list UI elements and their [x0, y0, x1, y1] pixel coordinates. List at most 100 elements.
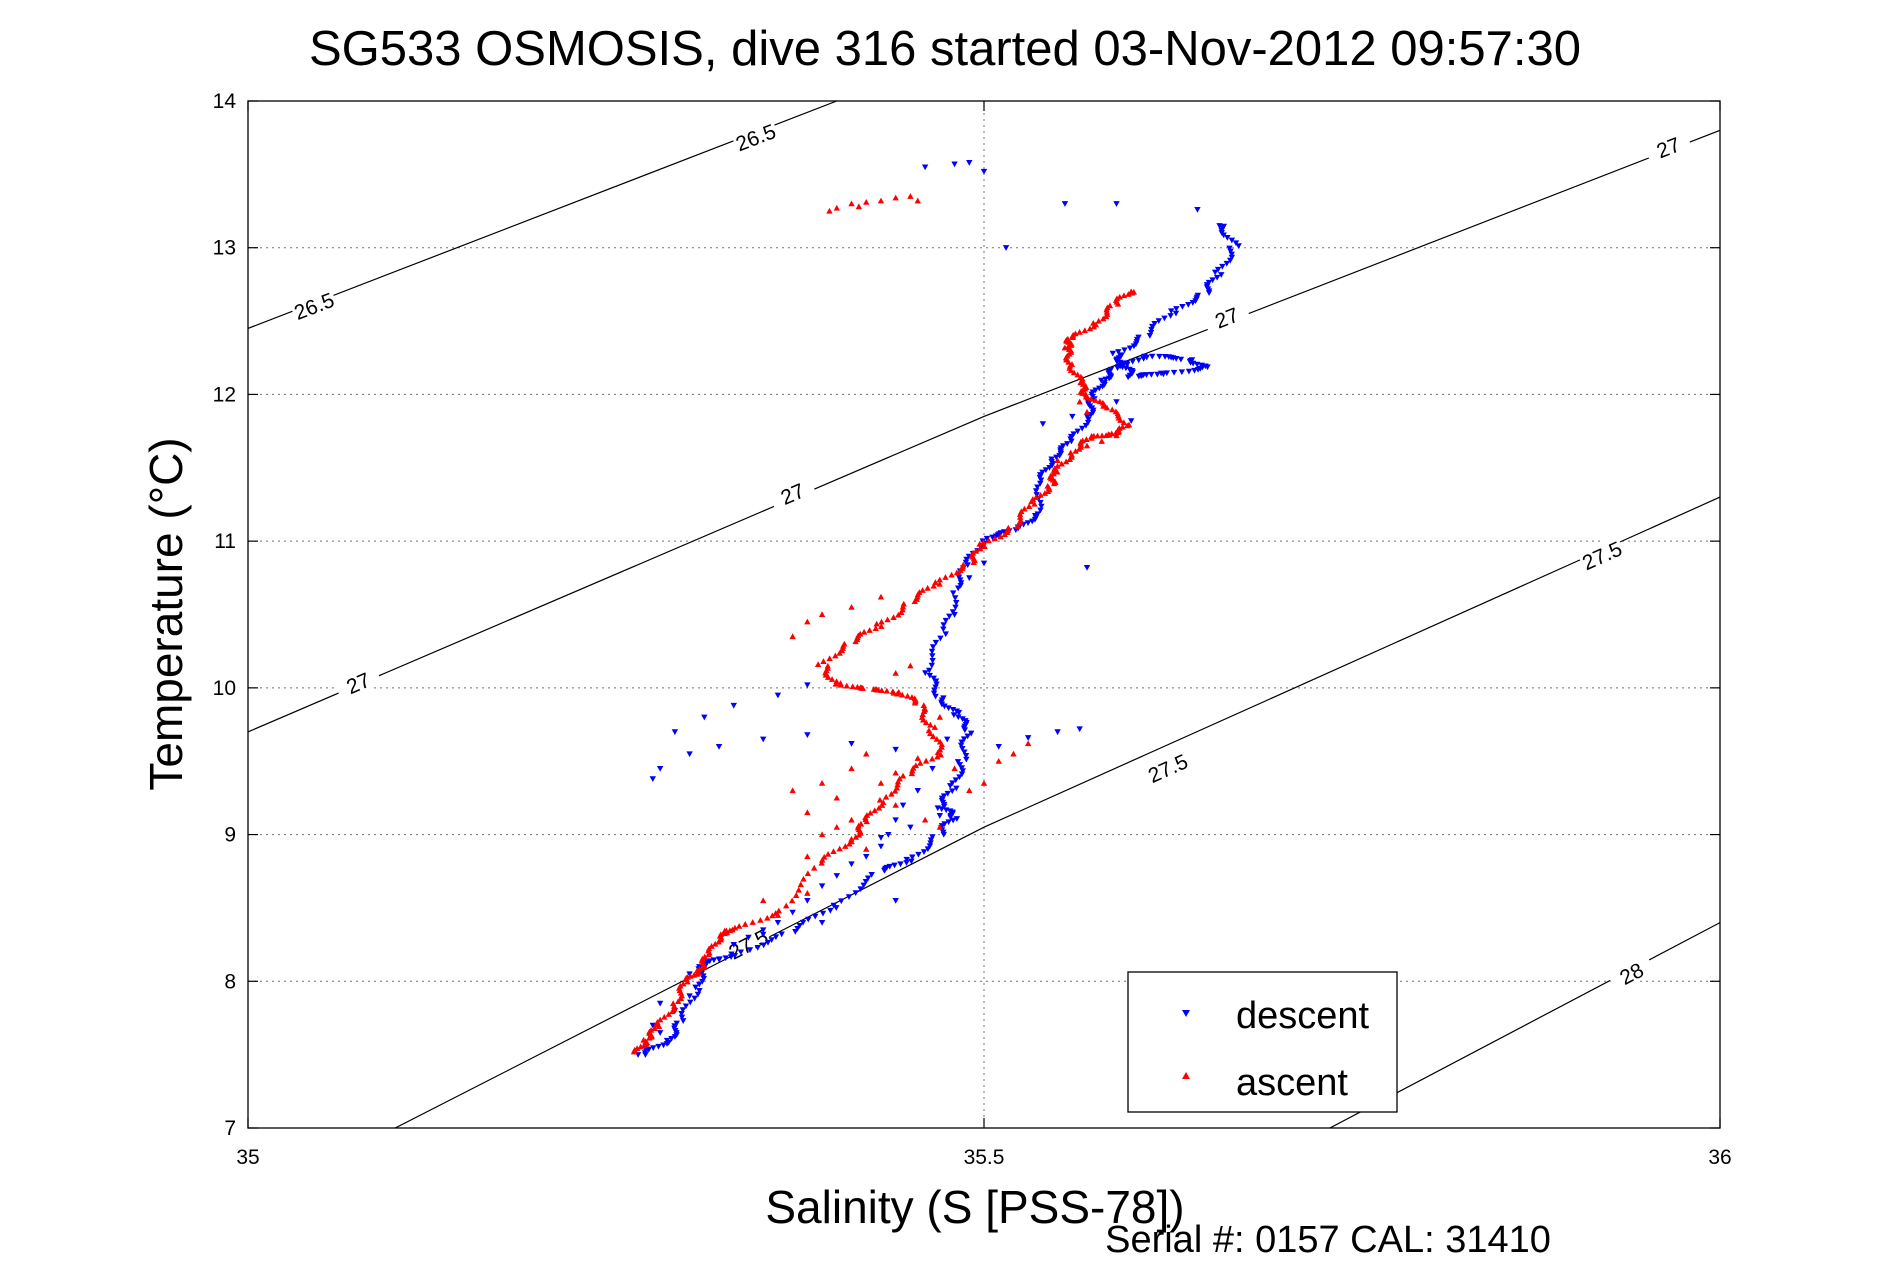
ascent-point: [863, 812, 871, 818]
descent-point: [958, 771, 966, 778]
ascent-point: [824, 662, 832, 669]
ascent-point: [837, 680, 844, 686]
ascent-point: [995, 758, 1002, 764]
ascent-point: [877, 593, 885, 600]
descent-point: [700, 976, 708, 982]
contour-label-bg: [767, 473, 817, 512]
descent-point: [1070, 431, 1077, 438]
descent-point: [1120, 360, 1128, 367]
descent-point: [929, 834, 936, 841]
descent-point: [929, 657, 936, 664]
ascent-point: [1086, 325, 1094, 332]
ascent-point: [860, 628, 868, 635]
descent-point: [1102, 376, 1109, 383]
descent-point: [799, 919, 807, 926]
descent-point: [827, 907, 834, 914]
ascent-point: [932, 579, 939, 586]
descent-point: [940, 695, 947, 702]
descent-point: [915, 851, 922, 858]
ascent-point: [735, 922, 743, 929]
descent-point: [1092, 387, 1099, 394]
legend-marker-descent: [1182, 1010, 1190, 1017]
descent-point: [696, 981, 703, 988]
descent-point: [892, 898, 899, 904]
ascent-point: [1072, 447, 1079, 454]
ascent-point: [828, 676, 836, 682]
ascent-point: [1014, 523, 1021, 529]
descent-point: [1113, 399, 1120, 405]
ascent-point: [876, 796, 884, 803]
descent-point: [955, 574, 963, 581]
ascent-point: [1037, 492, 1044, 498]
descent-point: [953, 785, 960, 792]
ascent-point: [1062, 458, 1070, 465]
descent-point: [1211, 269, 1219, 276]
ascent-point: [936, 580, 943, 587]
descent-point: [1172, 355, 1180, 362]
ascent-point: [1076, 328, 1083, 335]
descent-point: [927, 840, 934, 847]
descent-point: [1037, 499, 1044, 506]
descent-point: [1084, 414, 1091, 421]
ascent-point: [980, 780, 988, 786]
ascent-point: [981, 543, 988, 550]
descent-point: [656, 765, 664, 772]
descent-point: [1133, 339, 1140, 345]
descent-point: [1161, 315, 1168, 322]
ascent-point: [880, 799, 887, 806]
ascent-point: [878, 623, 885, 629]
ascent-point: [892, 194, 899, 201]
descent-point: [1172, 310, 1180, 317]
descent-point: [1037, 480, 1044, 487]
ascent-point: [960, 561, 967, 568]
descent-point: [1121, 347, 1128, 354]
descent-point: [926, 667, 933, 674]
ascent-point: [651, 1025, 658, 1031]
ascent-point: [1054, 462, 1061, 469]
descent-point: [804, 682, 811, 689]
ascent-point: [677, 982, 684, 989]
descent-point: [864, 875, 872, 882]
ascent-point: [907, 193, 914, 199]
ascent-point: [934, 753, 941, 760]
ascent-point: [795, 886, 802, 893]
descent-point: [727, 954, 735, 961]
ascent-point: [884, 616, 891, 623]
descent-point: [863, 854, 870, 860]
descent-point: [656, 1030, 664, 1036]
descent-point: [852, 890, 859, 897]
descent-point: [1115, 349, 1122, 355]
ascent-point: [894, 778, 902, 785]
contour-label-bg: [333, 662, 383, 701]
descent-point: [1218, 272, 1225, 278]
descent-point: [1096, 385, 1103, 392]
ascent-point: [665, 1011, 672, 1017]
descent-point: [1135, 373, 1143, 380]
descent-point: [955, 714, 962, 721]
ascent-point: [976, 545, 984, 552]
descent-point: [774, 920, 782, 926]
ascent-point: [855, 203, 863, 210]
ascent-point: [924, 584, 931, 591]
descent-point: [706, 958, 713, 965]
descent-point: [805, 916, 812, 923]
descent-point: [951, 161, 958, 168]
ascent-point: [912, 762, 920, 769]
y-tick-label: 7: [224, 1117, 236, 1140]
descent-point: [731, 953, 739, 959]
ascent-point: [655, 1023, 663, 1030]
contour-label-group: 27: [1643, 127, 1693, 165]
descent-point: [1235, 243, 1242, 249]
descent-point: [1069, 413, 1076, 420]
ascent-point: [936, 576, 943, 583]
descent-point: [928, 662, 936, 669]
ascent-point: [804, 890, 811, 896]
descent-point: [655, 1043, 662, 1050]
ascent-point: [948, 571, 955, 578]
y-tick-label: 9: [224, 824, 236, 847]
ascent-point: [701, 953, 708, 960]
descent-point: [1054, 729, 1061, 736]
ascent-point: [1112, 408, 1120, 415]
ascent-point: [929, 755, 936, 762]
descent-point: [1148, 371, 1155, 378]
